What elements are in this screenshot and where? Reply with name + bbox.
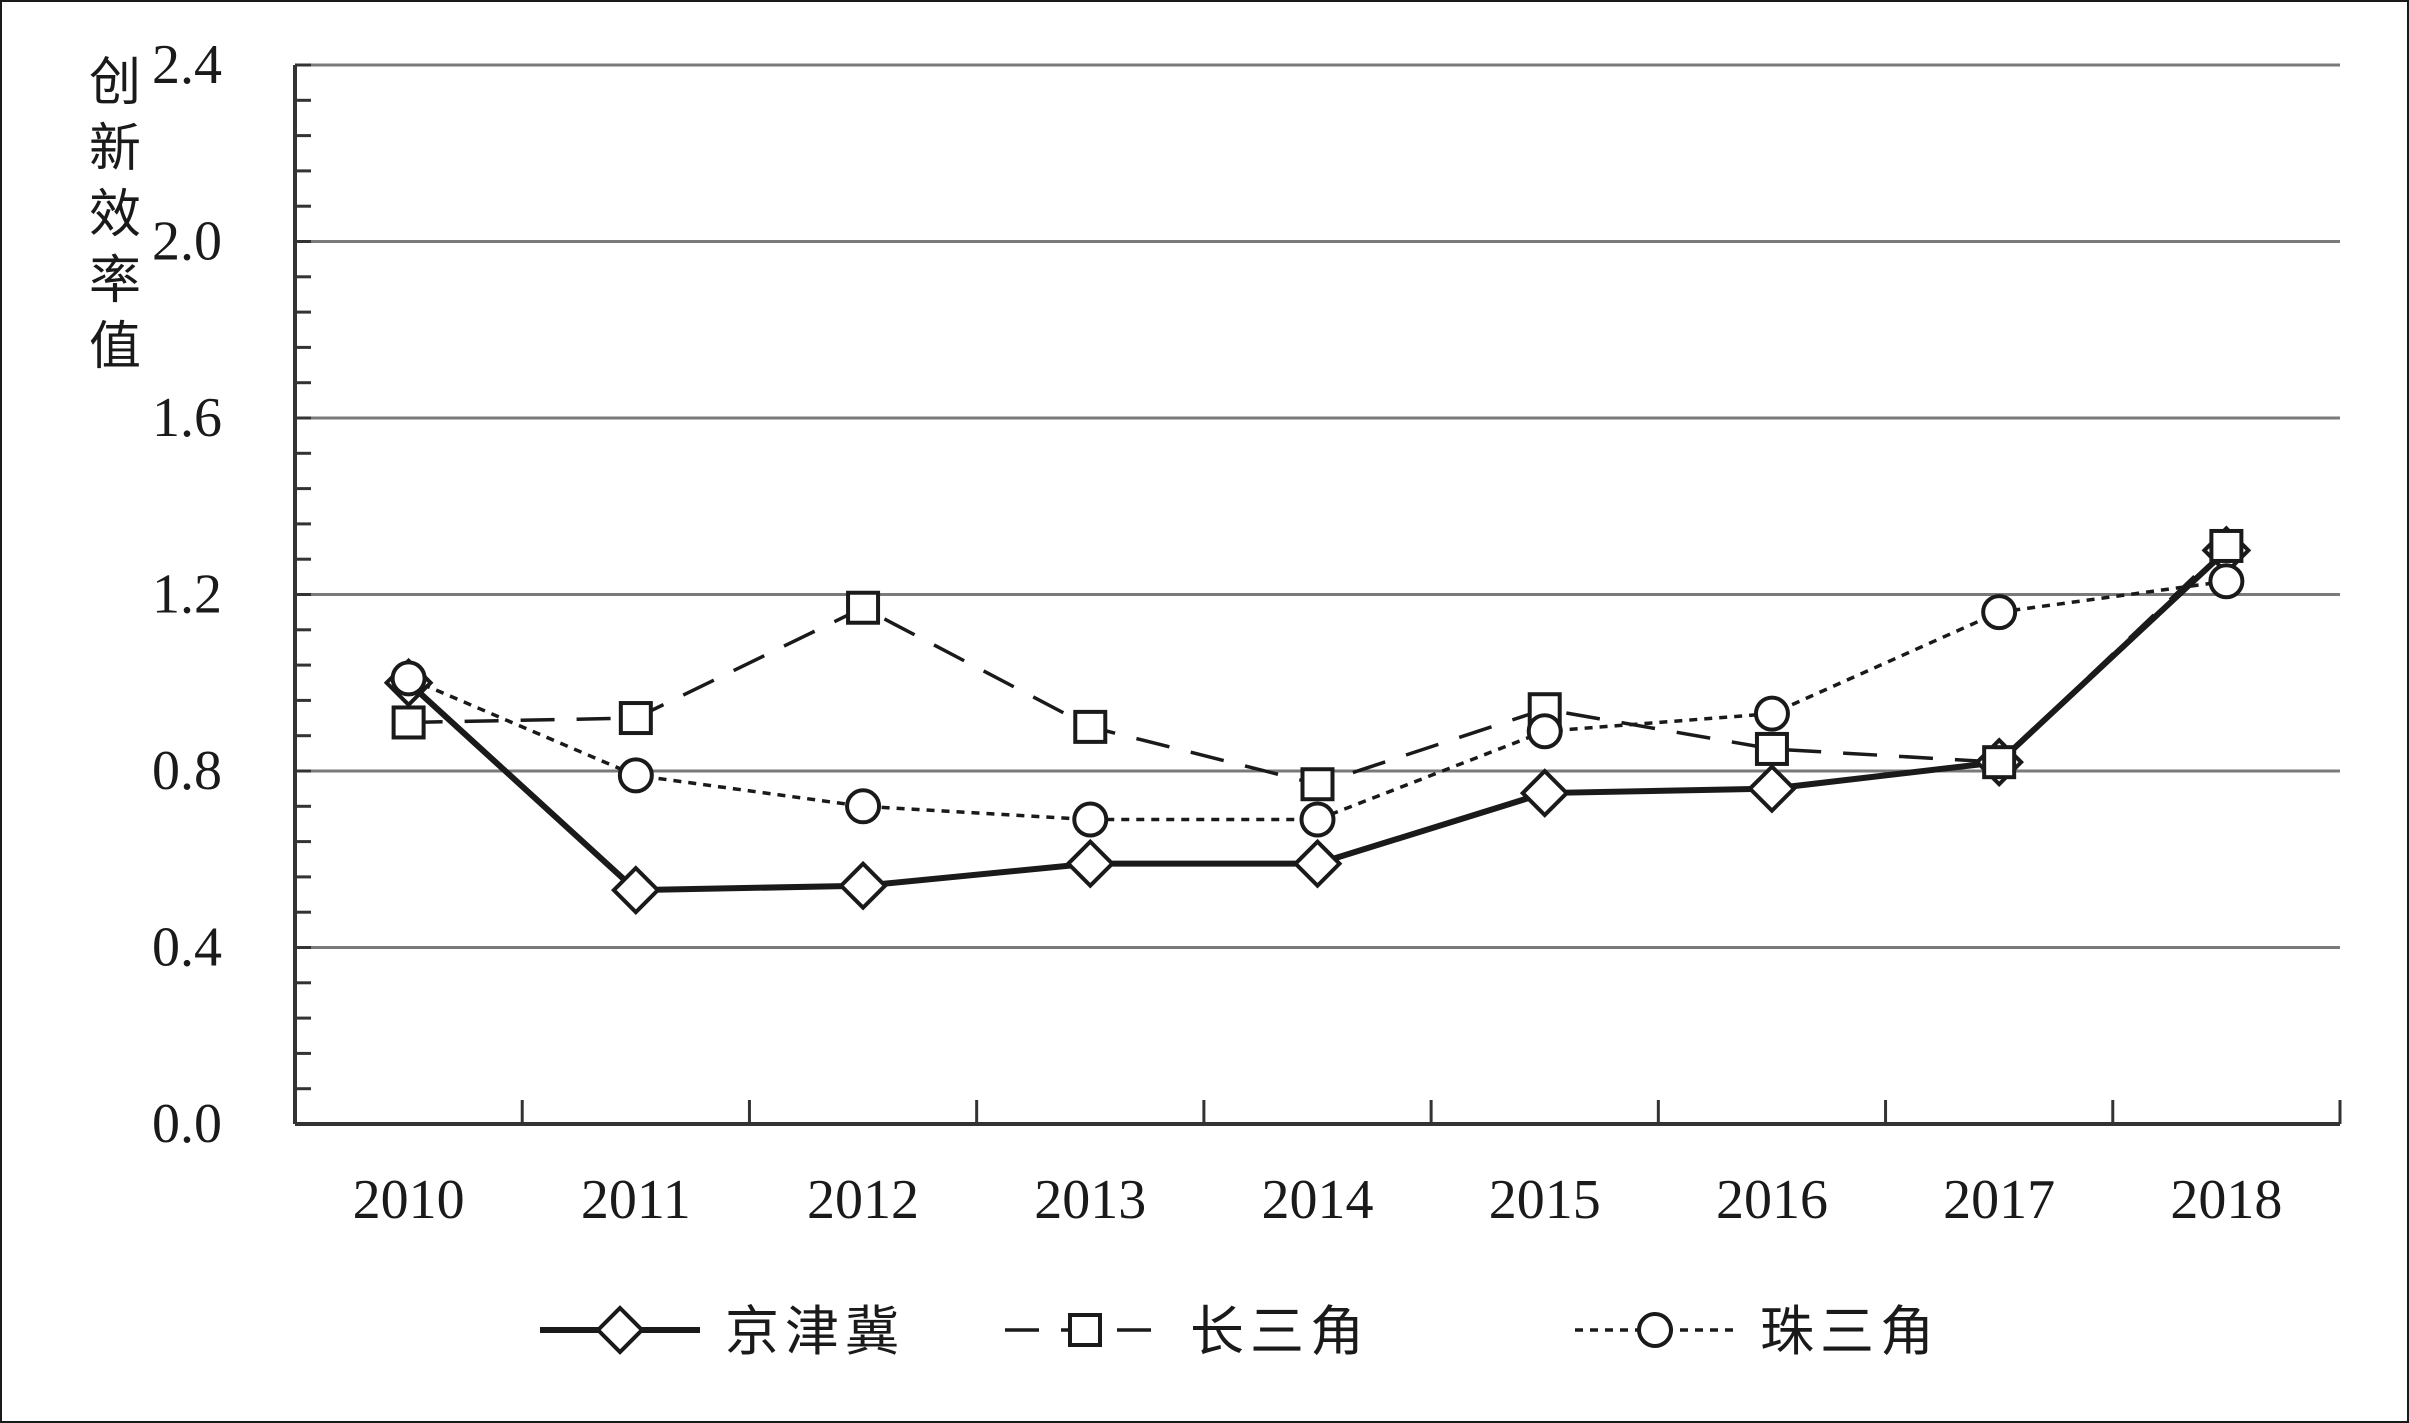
x-tick-label-2010: 2010 xyxy=(353,1169,465,1231)
data-point-长三角-2010 xyxy=(391,705,426,740)
x-tick-label-2014: 2014 xyxy=(1262,1169,1374,1231)
x-tick-label-2016: 2016 xyxy=(1716,1169,1828,1231)
y-tick-label-2.0: 2.0 xyxy=(152,211,222,273)
data-point-长三角-2014 xyxy=(1300,767,1335,802)
data-point-京津冀-2013 xyxy=(1065,838,1116,889)
data-point-长三角-2017 xyxy=(1982,745,2017,780)
data-point-京津冀-2014 xyxy=(1292,838,1343,889)
data-point-京津冀-2016 xyxy=(1747,763,1797,814)
y-tick-label-1.6: 1.6 xyxy=(152,387,222,449)
data-point-珠三角-2012 xyxy=(845,788,882,825)
data-point-长三角-2012 xyxy=(846,590,881,625)
x-tick-label-2011: 2011 xyxy=(581,1169,691,1231)
legend-label-京津冀: 京津冀 xyxy=(725,1300,905,1363)
y-tick-label-0.8: 0.8 xyxy=(152,740,222,802)
data-point-京津冀-2011 xyxy=(611,865,661,915)
y-axis-label-char: 创 xyxy=(89,53,141,113)
x-tick-label-2018: 2018 xyxy=(2170,1169,2282,1231)
series-line-长三角 xyxy=(408,544,2228,786)
data-point-珠三角-2010 xyxy=(390,660,427,697)
data-point-长三角-2013 xyxy=(1073,709,1108,744)
data-point-珠三角-2016 xyxy=(1753,695,1790,732)
y-tick-label-1.2: 1.2 xyxy=(152,564,222,626)
x-axis-ticks: 2010 2011 2012 2013 2014 2015 2016 2017 2018 xyxy=(353,1100,2342,1231)
legend-marker-珠三角 xyxy=(1637,1312,1673,1348)
data-point-珠三角-2017 xyxy=(1981,594,2018,631)
y-axis-label-char: 新 xyxy=(89,119,141,179)
y-axis-label-char: 值 xyxy=(89,317,141,377)
y-axis-label-char: 效 xyxy=(89,185,141,245)
x-tick-label-2015: 2015 xyxy=(1489,1169,1601,1231)
y-axis-label-char: 率 xyxy=(89,251,141,311)
data-point-珠三角-2015 xyxy=(1526,713,1563,750)
data-point-京津冀-2012 xyxy=(838,860,888,911)
data-point-珠三角-2018 xyxy=(2208,563,2245,600)
data-point-珠三角-2013 xyxy=(1072,801,1109,838)
x-tick-label-2013: 2013 xyxy=(1034,1169,1146,1231)
series-lines xyxy=(383,525,2252,915)
y-tick-label-2.4: 2.4 xyxy=(152,34,222,96)
legend-label-长三角: 长三角 xyxy=(1190,1300,1370,1363)
y-axis-ticks: 0.0 0.4 0.8 1.2 1.6 2.0 2.4 xyxy=(152,34,311,1155)
y-tick-label-0.0: 0.0 xyxy=(152,1093,222,1155)
legend-label-珠三角: 珠三角 xyxy=(1760,1300,1940,1363)
data-point-长三角-2016 xyxy=(1754,731,1789,766)
data-point-珠三角-2014 xyxy=(1299,801,1336,838)
x-tick-label-2012: 2012 xyxy=(807,1169,919,1231)
legend-marker-京津冀 xyxy=(595,1305,645,1355)
data-point-长三角-2018 xyxy=(2209,528,2244,563)
y-tick-label-0.4: 0.4 xyxy=(152,917,222,979)
data-point-京津冀-2015 xyxy=(1519,768,1570,818)
x-tick-label-2017: 2017 xyxy=(1943,1169,2055,1231)
legend: 京津冀 长三角 珠三角 xyxy=(540,1300,1940,1363)
legend-marker-长三角 xyxy=(1068,1313,1102,1347)
data-point-珠三角-2011 xyxy=(617,757,654,794)
data-point-长三角-2011 xyxy=(618,701,653,736)
